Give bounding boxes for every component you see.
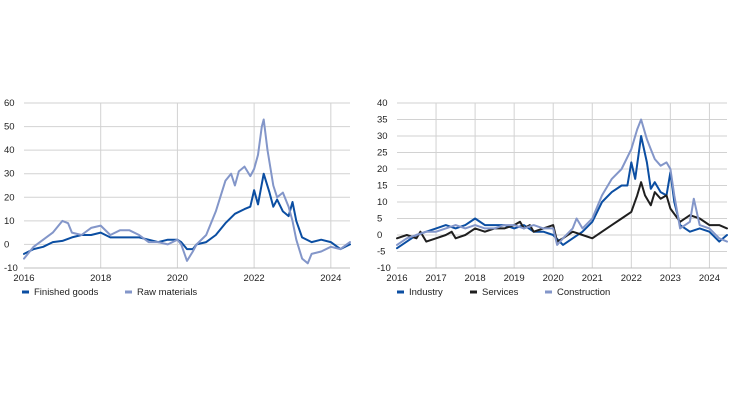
x-tick-label: 2024 — [699, 273, 720, 284]
y-tick-label: 35 — [377, 115, 388, 126]
y-tick-label: 25 — [377, 148, 388, 159]
y-tick-label: 20 — [4, 192, 15, 203]
x-tick-label: 2023 — [660, 273, 681, 284]
series-line-raw-materials — [23, 118, 351, 265]
x-tick-label: 2016 — [13, 273, 34, 284]
y-tick-label: 10 — [4, 216, 15, 227]
legend-label: Industry — [409, 287, 443, 298]
y-tick-label: 0 — [4, 239, 9, 250]
y-tick-label: -5 — [377, 247, 385, 258]
series-line-services — [396, 181, 728, 243]
x-tick-label: 2022 — [621, 273, 642, 284]
y-tick-label: 20 — [377, 164, 388, 175]
x-tick-label: 2024 — [320, 273, 341, 284]
x-tick-label: 2022 — [244, 273, 265, 284]
y-tick-label: 10 — [377, 197, 388, 208]
x-tick-label: 2020 — [543, 273, 564, 284]
x-tick-label: 2020 — [167, 273, 188, 284]
x-tick-label: 2017 — [425, 273, 446, 284]
y-tick-label: 0 — [377, 230, 382, 241]
series-line-construction — [396, 118, 728, 246]
y-tick-label: -10 — [377, 263, 391, 274]
legend-label: Raw materials — [137, 287, 197, 298]
x-tick-label: 2019 — [504, 273, 525, 284]
y-tick-label: 40 — [4, 145, 15, 156]
legend-label: Services — [482, 287, 519, 298]
legend-label: Construction — [557, 287, 610, 298]
x-tick-label: 2016 — [386, 273, 407, 284]
chart-selling-price-expectations: -10 -5 0 5 10 15 20 25 30 35 40 2016 2017 2018 2019 202… — [377, 98, 728, 298]
legend-label: Finished goods — [34, 287, 99, 298]
x-tick-label: 2018 — [90, 273, 111, 284]
y-tick-label: 50 — [4, 122, 15, 133]
y-tick-label: 30 — [4, 169, 15, 180]
y-tick-label: 60 — [4, 98, 15, 109]
y-tick-label: 5 — [377, 214, 382, 225]
series-line-finished-goods — [23, 172, 351, 255]
y-tick-label: 30 — [377, 131, 388, 142]
y-tick-label: 40 — [377, 98, 388, 109]
x-tick-label: 2018 — [465, 273, 486, 284]
y-tick-label: 15 — [377, 181, 388, 192]
x-tick-label: 2021 — [582, 273, 603, 284]
y-tick-label: -10 — [4, 263, 18, 274]
chart-producer-prices: -10 0 10 20 30 40 50 60 2016 2018 2020 2022 2024 Fini… — [4, 98, 351, 298]
